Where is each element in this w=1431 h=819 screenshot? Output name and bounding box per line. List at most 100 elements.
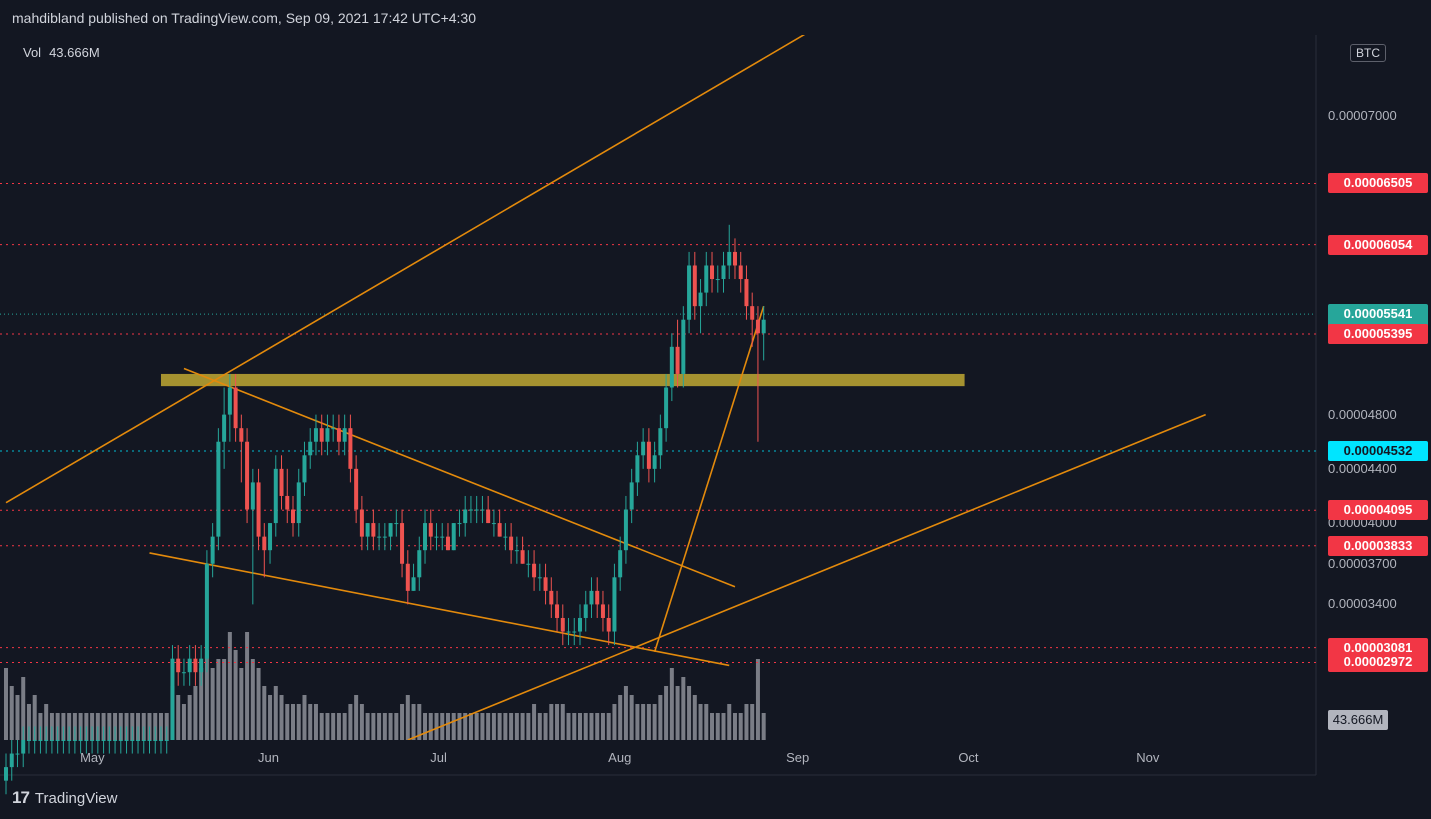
volume-bar: [365, 713, 370, 740]
time-tick-label: Aug: [608, 750, 632, 765]
volume-bar: [371, 713, 376, 740]
currency-badge[interactable]: BTC: [1350, 44, 1386, 62]
volume-bar: [256, 668, 261, 740]
volume-bar: [532, 704, 537, 740]
volume-bar: [388, 713, 393, 740]
candle-body: [49, 740, 54, 741]
candle-body: [95, 740, 100, 741]
volume-bar: [664, 686, 669, 740]
time-tick-label: May: [80, 750, 105, 765]
volume-bar: [181, 704, 186, 740]
trendline: [183, 367, 736, 588]
candle-body: [681, 319, 686, 374]
volume-bar: [623, 686, 628, 740]
volume-bar: [210, 668, 215, 740]
price-tick-label: 0.00003400: [1328, 596, 1397, 612]
volume-bar: [239, 668, 244, 740]
volume-bar: [291, 704, 295, 740]
candle-body: [595, 590, 600, 605]
candle-body: [618, 550, 623, 578]
volume-legend: Vol 43.666M: [23, 45, 100, 60]
candle-body: [509, 536, 514, 551]
volume-bar: [463, 713, 468, 740]
volume-bar: [750, 704, 755, 740]
candle-body: [32, 740, 37, 741]
candle-body: [698, 292, 703, 307]
candle-body: [589, 590, 594, 605]
candle-body: [285, 495, 290, 510]
candle-body: [101, 740, 106, 741]
candle-body: [153, 740, 158, 741]
volume-bar: [589, 713, 594, 740]
time-tick-label: Jul: [430, 750, 447, 765]
candle-body: [491, 523, 496, 525]
price-tick-label: 0.00007000: [1328, 108, 1397, 124]
volume-bar: [721, 713, 726, 740]
price-tag: 0.00004095: [1328, 500, 1428, 521]
candle-body: [354, 468, 359, 510]
price-tick-label: 0.00003700: [1328, 555, 1397, 571]
candle-body: [9, 753, 14, 768]
volume-bar: [600, 713, 605, 740]
volume-bar: [583, 713, 588, 740]
price-tag-value: 0.00006505: [1343, 175, 1413, 191]
candle-body: [72, 740, 77, 741]
volume-bar: [491, 713, 496, 740]
candle-body: [474, 509, 479, 511]
candle-body: [486, 509, 491, 524]
volume-bar: [629, 695, 634, 740]
candle-body: [457, 523, 462, 525]
candle-body: [107, 740, 112, 741]
volume-bar: [652, 704, 657, 740]
tradingview-logo-icon: 17: [12, 788, 30, 807]
volume-bar: [549, 704, 554, 740]
candle-body: [549, 590, 554, 605]
candle-body: [560, 617, 565, 632]
candle-body: [181, 672, 186, 674]
candle-body: [646, 441, 651, 469]
volume-bar: [755, 659, 760, 740]
candle-body: [256, 482, 261, 537]
price-tick-label: 0.00004800: [1328, 406, 1397, 422]
volume-bar: [331, 713, 336, 740]
candle-body: [216, 441, 221, 537]
candle-body: [687, 265, 692, 320]
candle-body: [78, 740, 83, 741]
volume-bar: [411, 704, 416, 740]
volume-tag: 43.666M: [1328, 710, 1388, 730]
time-tick-label: Oct: [958, 750, 979, 765]
candle-body: [761, 319, 766, 334]
volume-bar: [336, 713, 341, 740]
candle-body: [451, 523, 456, 551]
volume-bar: [606, 713, 611, 740]
candle-body: [658, 428, 663, 456]
candle-body: [382, 536, 387, 538]
candle-body: [543, 577, 548, 591]
candle-body: [434, 536, 439, 538]
volume-bar: [555, 704, 560, 740]
volume-bar: [227, 632, 232, 740]
volume-bar: [646, 704, 651, 740]
volume-bar: [394, 713, 399, 740]
volume-bar: [566, 713, 571, 740]
volume-bar: [641, 704, 646, 740]
volume-bar: [537, 713, 542, 740]
volume-bar: [669, 668, 674, 740]
candle-body: [279, 468, 284, 496]
candle-body: [371, 523, 376, 537]
candle-body: [359, 509, 364, 537]
candle-body: [417, 550, 422, 578]
resistance-zone: [160, 373, 965, 387]
volume-bar: [262, 686, 267, 740]
candle-body: [348, 428, 353, 469]
candle-body: [405, 563, 410, 591]
volume-bar: [342, 713, 347, 740]
volume-bar: [382, 713, 387, 740]
volume-bar: [279, 695, 284, 740]
candle-body: [710, 265, 715, 280]
volume-bar: [32, 695, 37, 740]
tradingview-logo[interactable]: 17 TradingView: [12, 788, 117, 808]
volume-bar: [423, 713, 428, 740]
candle-body: [755, 319, 760, 334]
